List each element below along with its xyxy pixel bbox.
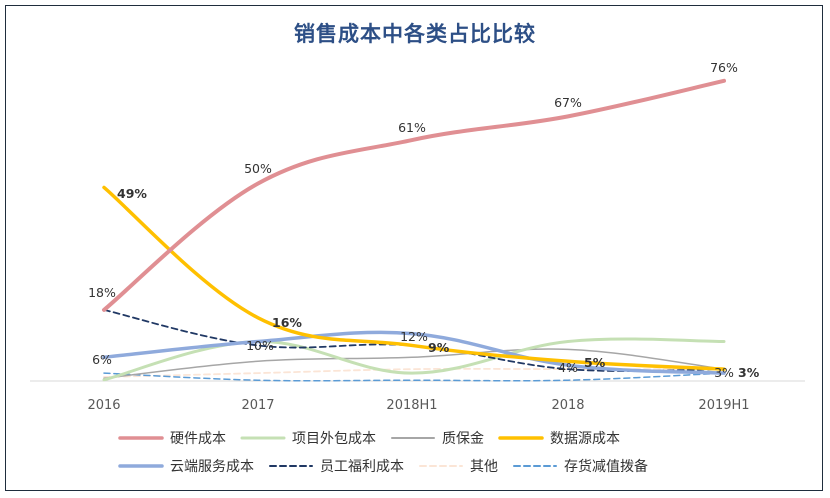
series-line-1 [102, 337, 726, 382]
data-label: 61% [398, 120, 426, 135]
data-label: 9% [428, 340, 450, 355]
chart-title: 销售成本中各类占比比较 [294, 22, 536, 46]
series-line-6 [103, 367, 725, 378]
legend-item: 员工福利成本 [268, 456, 404, 476]
legend-label: 硬件成本 [170, 431, 226, 447]
legend-swatch [391, 437, 435, 439]
legend-item: 项目外包成本 [240, 428, 376, 448]
data-label: 16% [272, 315, 302, 330]
chart-legend: 硬件成本 项目外包成本 质保金 数据源成本云端服务成本 员工福利成本 其他 存货减值拨备 [118, 424, 798, 480]
x-tick-label: 2019H1 [698, 398, 749, 413]
data-label: 3% [714, 365, 734, 380]
data-label: 76% [710, 60, 738, 75]
legend-swatch [118, 436, 164, 440]
data-label: 67% [554, 95, 582, 110]
legend-item: 云端服务成本 [118, 456, 254, 476]
data-label: 3% [738, 365, 760, 380]
legend-swatch [269, 465, 313, 467]
data-label: 6% [92, 352, 112, 367]
data-label: 10% [246, 338, 274, 353]
series-line-2 [103, 348, 725, 379]
series-line-4 [102, 330, 726, 375]
x-tick-label: 2018H1 [386, 398, 437, 413]
legend-label: 存货减值拨备 [564, 459, 648, 475]
series-line-0 [102, 78, 726, 312]
legend-label: 项目外包成本 [292, 431, 376, 447]
data-label: 12% [400, 329, 428, 344]
legend-row: 云端服务成本 员工福利成本 其他 存货减值拨备 [118, 452, 798, 480]
legend-swatch [118, 464, 164, 468]
legend-item: 数据源成本 [498, 428, 620, 448]
legend-item: 硬件成本 [118, 428, 226, 448]
legend-label: 其他 [470, 459, 498, 475]
data-label: 18% [88, 285, 116, 300]
data-label: 5% [584, 355, 606, 370]
legend-label: 质保金 [442, 431, 484, 447]
x-tick-label: 2018 [551, 398, 584, 413]
legend-item: 存货减值拨备 [512, 456, 648, 476]
chart-frame [5, 5, 823, 491]
legend-swatch [498, 436, 544, 440]
data-label: 50% [244, 161, 272, 176]
legend-swatch [419, 465, 463, 467]
legend-label: 数据源成本 [550, 431, 620, 447]
legend-item: 质保金 [390, 428, 484, 448]
data-label: 49% [117, 186, 147, 201]
legend-swatch [513, 465, 557, 467]
series-line-3 [102, 185, 726, 371]
legend-item: 其他 [418, 456, 498, 476]
series-line-7 [103, 372, 725, 382]
legend-row: 硬件成本 项目外包成本 质保金 数据源成本 [118, 424, 798, 452]
x-tick-label: 2016 [87, 398, 120, 413]
legend-label: 云端服务成本 [170, 459, 254, 475]
legend-swatch [240, 436, 286, 440]
legend-label: 员工福利成本 [320, 459, 404, 475]
x-tick-label: 2017 [241, 398, 274, 413]
data-label: 4% [558, 360, 578, 375]
